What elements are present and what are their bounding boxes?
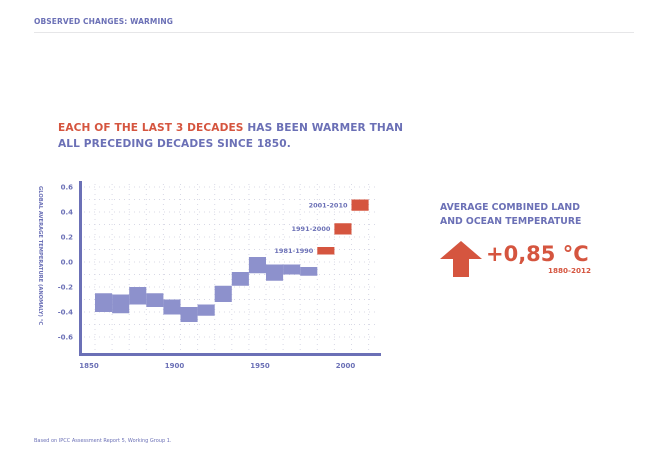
decade-box (163, 299, 181, 315)
decade-label: 1991-2000 (292, 225, 331, 233)
recent-decade-box (317, 247, 335, 255)
arrow-up-icon (440, 241, 482, 277)
y-tick-labels: 0.6 0.4 0.2 0.0 -0.2 -0.4 -0.6 (58, 184, 73, 342)
decade-box (214, 285, 232, 302)
section-title: OBSERVED CHANGES: WARMING (34, 17, 174, 26)
y-tick-label: 0.2 (61, 234, 74, 242)
recent-decade-box (351, 199, 369, 211)
decade-label: 1981-1990 (274, 247, 313, 255)
temperature-change-value: +0,85 °C (486, 242, 589, 266)
y-tick-label: -0.4 (58, 309, 73, 317)
recent-decade-box (334, 223, 352, 235)
decade-box (95, 293, 113, 312)
headline-line1-rest: HAS BEEN WARMER THAN (243, 122, 404, 134)
decade-box (300, 267, 318, 276)
y-axis-label: GLOBAL AVERAGE TEMPERATURE (ANOMALY) °C (37, 186, 43, 325)
x-tick-label: 1850 (79, 362, 99, 370)
decade-box (248, 257, 266, 274)
x-axis-line (79, 353, 381, 356)
y-tick-label: -0.2 (58, 284, 73, 292)
decade-box (283, 264, 301, 275)
x-tick-label: 1900 (165, 362, 185, 370)
headline: EACH OF THE LAST 3 DECADES HAS BEEN WARM… (58, 121, 403, 152)
decade-labels: 1981-1990 1991-2000 2001-2010 (274, 201, 348, 255)
decade-label: 2001-2010 (309, 201, 348, 209)
decade-box (112, 294, 130, 314)
chart-grid (84, 184, 378, 351)
y-tick-label: 0.6 (61, 184, 74, 192)
decade-boxes (95, 199, 369, 322)
panel-title-line2: AND OCEAN TEMPERATURE (440, 215, 582, 227)
y-tick-label: -0.6 (58, 334, 73, 342)
decade-box (197, 304, 215, 316)
x-tick-label: 2000 (336, 362, 356, 370)
y-axis-line (79, 181, 82, 356)
headline-highlight: EACH OF THE LAST 3 DECADES (58, 122, 244, 134)
headline-line2: ALL PRECEDING DECADES SINCE 1850. (58, 137, 291, 150)
x-tick-labels: 1850 1900 1950 2000 (79, 362, 355, 370)
panel-title-line1: AVERAGE COMBINED LAND (440, 202, 580, 213)
y-tick-label: 0.4 (61, 209, 74, 217)
y-tick-label: 0.0 (61, 259, 74, 267)
source-footnote: Based on IPCC Assessment Report 5, Worki… (34, 438, 172, 444)
header-divider (34, 32, 634, 33)
decade-box (266, 264, 284, 281)
x-tick-label: 1950 (250, 362, 270, 370)
decade-box (231, 272, 249, 286)
decade-box (146, 293, 164, 307)
decade-box (180, 307, 198, 322)
period-label: 1880-2012 (548, 266, 591, 275)
panel-title: AVERAGE COMBINED LAND AND OCEAN TEMPERAT… (440, 201, 581, 228)
decade-box (129, 287, 147, 305)
